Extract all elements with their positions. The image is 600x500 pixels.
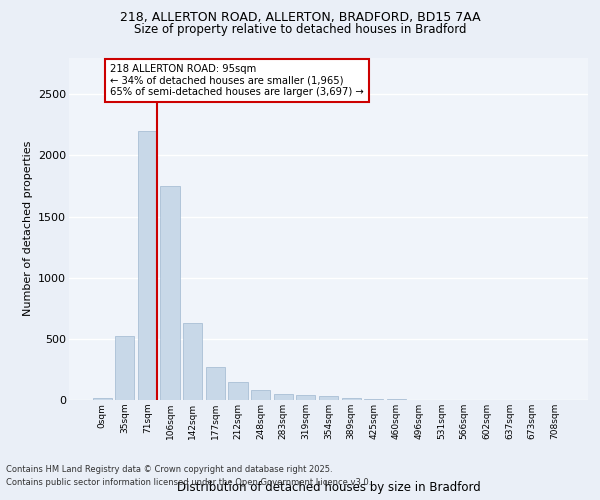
Bar — [160, 186, 180, 400]
Text: 218, ALLERTON ROAD, ALLERTON, BRADFORD, BD15 7AA: 218, ALLERTON ROAD, ALLERTON, BRADFORD, … — [119, 11, 481, 24]
Text: Contains HM Land Registry data © Crown copyright and database right 2025.: Contains HM Land Registry data © Crown c… — [6, 466, 332, 474]
Bar — [364, 399, 383, 400]
Bar — [229, 382, 248, 400]
Bar — [251, 390, 270, 400]
X-axis label: Distribution of detached houses by size in Bradford: Distribution of detached houses by size … — [176, 481, 481, 494]
Bar — [138, 131, 157, 400]
Bar — [274, 394, 293, 400]
Bar — [115, 336, 134, 400]
Bar — [183, 323, 202, 400]
Y-axis label: Number of detached properties: Number of detached properties — [23, 141, 32, 316]
Bar — [296, 395, 316, 400]
Bar — [92, 398, 112, 400]
Text: Contains public sector information licensed under the Open Government Licence v3: Contains public sector information licen… — [6, 478, 371, 487]
Text: Size of property relative to detached houses in Bradford: Size of property relative to detached ho… — [134, 22, 466, 36]
Bar — [206, 367, 225, 400]
Bar — [341, 398, 361, 400]
Bar — [319, 396, 338, 400]
Text: 218 ALLERTON ROAD: 95sqm
← 34% of detached houses are smaller (1,965)
65% of sem: 218 ALLERTON ROAD: 95sqm ← 34% of detach… — [110, 64, 364, 97]
